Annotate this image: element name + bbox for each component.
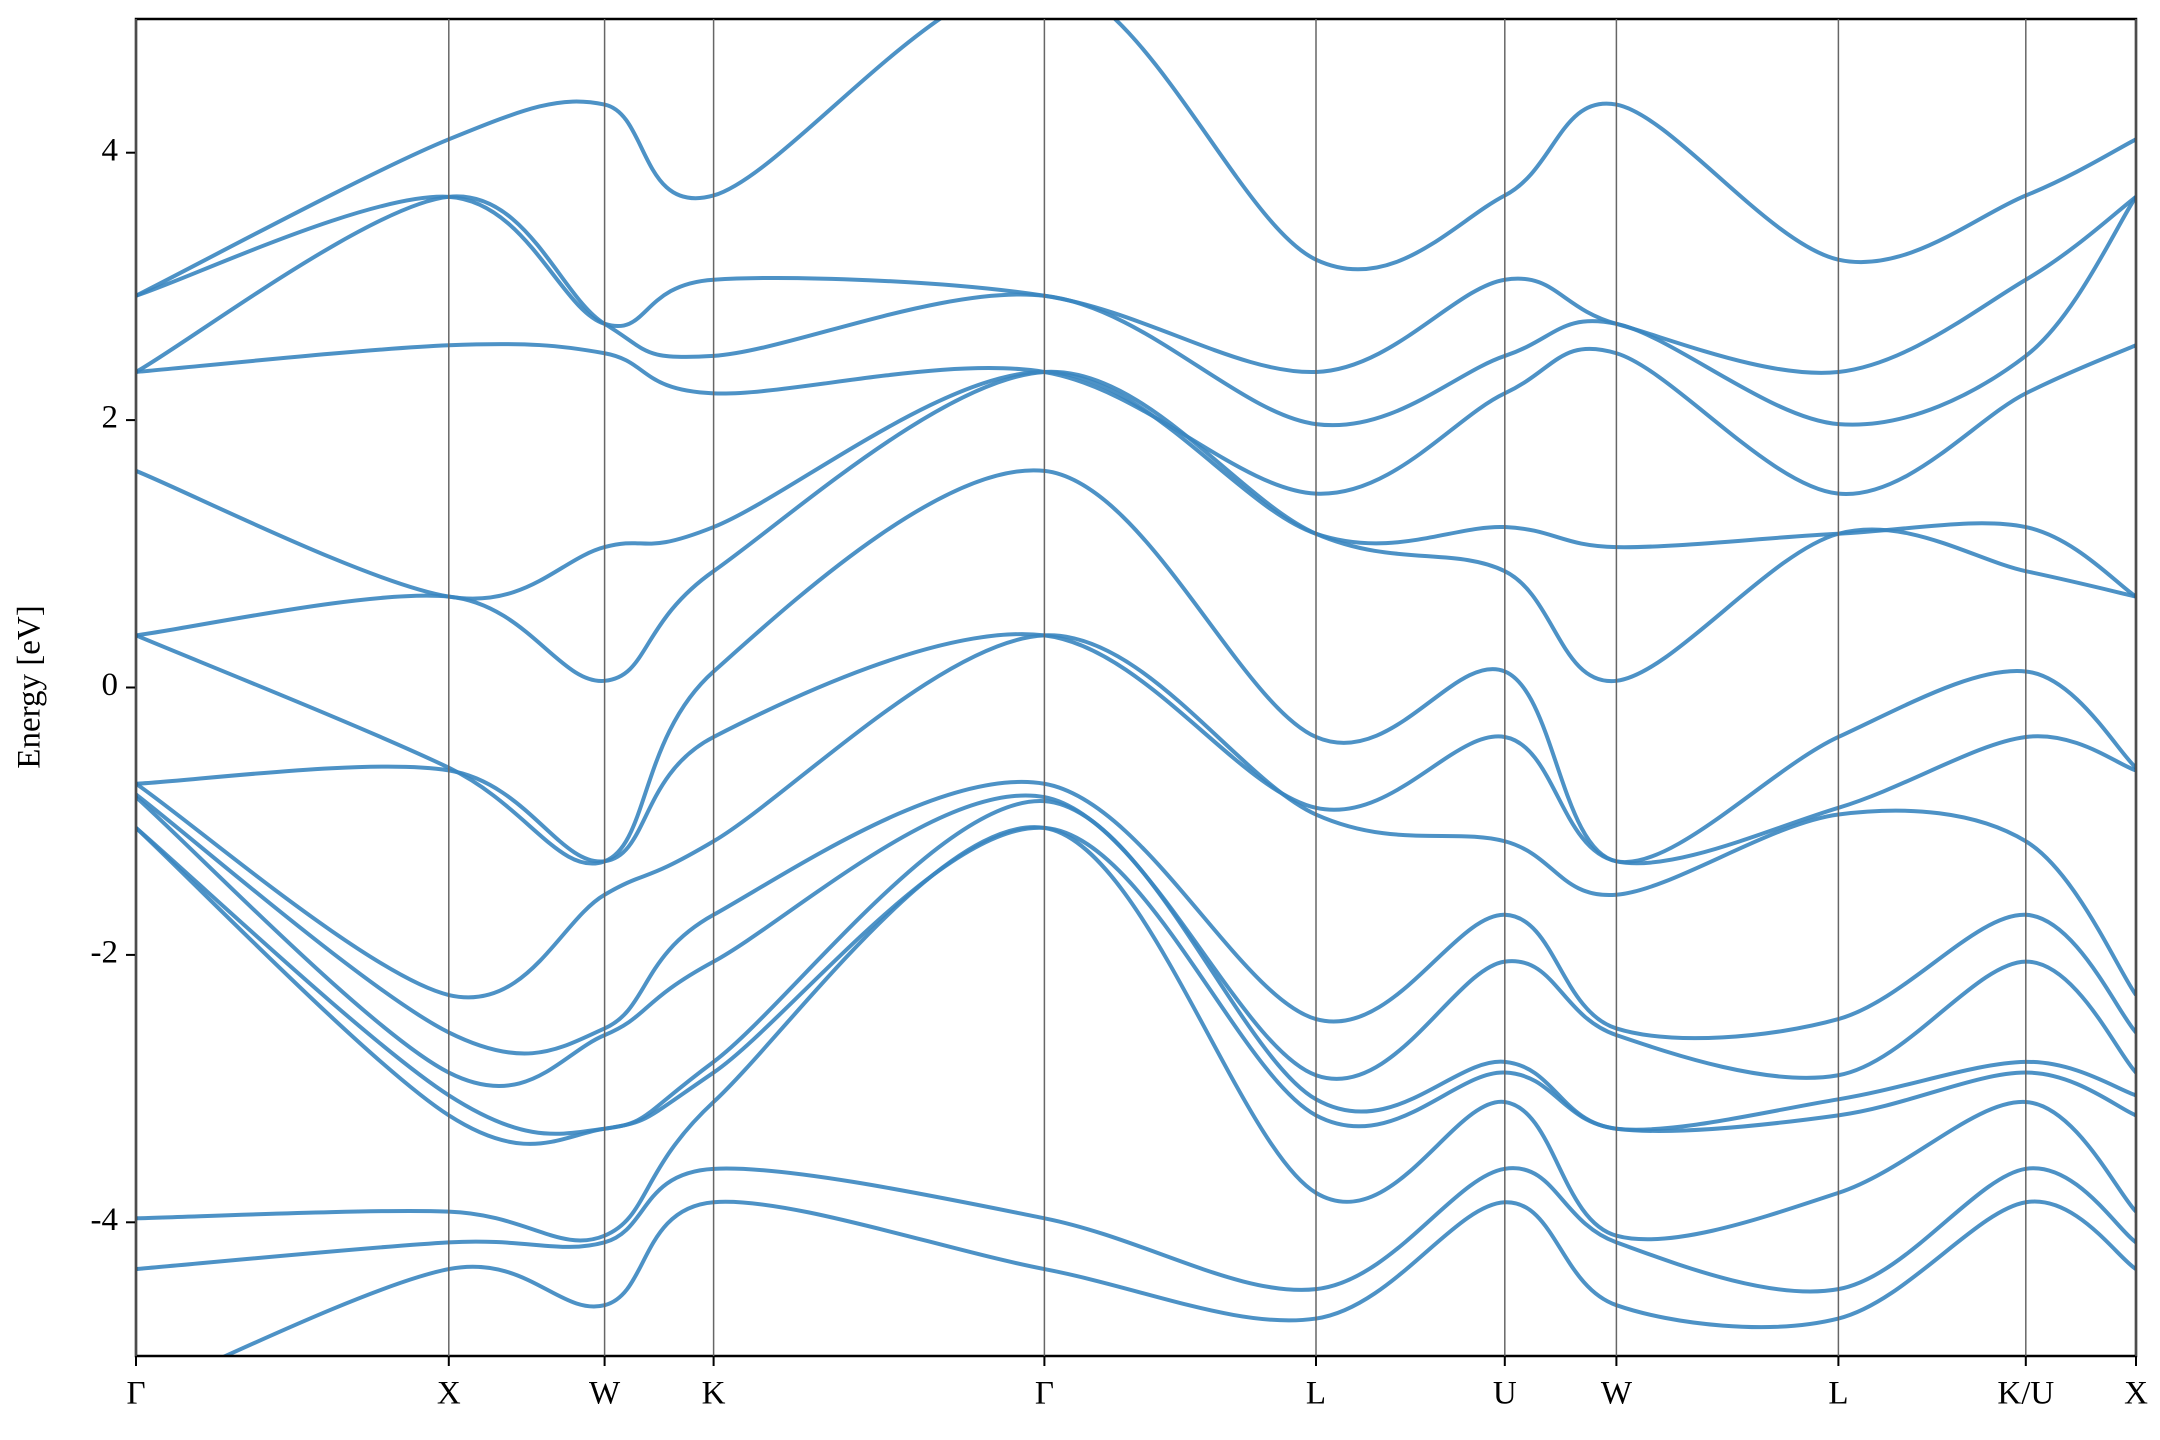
band (136, 19, 2136, 298)
band (136, 194, 2136, 375)
y-axis-label: Energy [eV] (12, 605, 48, 768)
plot-area (136, 19, 2136, 1356)
x-tick-label: X (437, 1376, 461, 1412)
y-tick-label: 2 (102, 400, 119, 436)
band (136, 1166, 2136, 1294)
x-tick-label: Γ (1035, 1376, 1054, 1412)
x-tick-label: L (1828, 1376, 1848, 1412)
y-tick-label: -4 (91, 1202, 119, 1238)
y-tick-label: 0 (102, 667, 119, 703)
x-tick-label: K (702, 1376, 726, 1412)
x-tick-label: K/U (1997, 1376, 2054, 1412)
band (136, 825, 2136, 1146)
band (136, 825, 2136, 1243)
x-tick-label: Γ (126, 1376, 145, 1412)
band (220, 1199, 2136, 1356)
x-tick-label: X (2124, 1376, 2148, 1412)
band (136, 780, 2136, 1056)
x-tick-label: W (1601, 1376, 1633, 1412)
band (136, 369, 2136, 601)
band (136, 369, 2136, 683)
x-tick-label: W (589, 1376, 621, 1412)
x-tick-label: L (1306, 1376, 1326, 1412)
axes-frame (134, 17, 2138, 1358)
y-tick-label: -2 (91, 934, 119, 970)
band (136, 342, 2136, 496)
band (136, 799, 2136, 1136)
x-tick-label: U (1493, 1376, 1517, 1412)
y-tick-label: 4 (102, 132, 119, 168)
band (136, 194, 2136, 428)
band (136, 793, 2136, 1088)
band (136, 633, 2136, 1000)
